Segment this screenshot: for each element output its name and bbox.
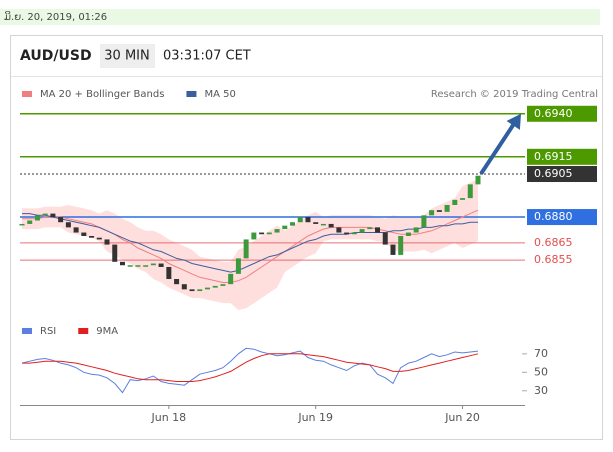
level-label-box	[527, 209, 597, 226]
candle	[228, 273, 234, 285]
candle	[73, 227, 79, 233]
timestamp: ມິ.ຍ. 20, 2019, 01:26	[4, 10, 107, 23]
candle	[81, 232, 87, 236]
candle	[297, 217, 303, 223]
candle	[359, 229, 365, 233]
candle	[475, 175, 481, 185]
candle	[150, 263, 156, 266]
level-label-box	[527, 166, 597, 183]
candle	[336, 227, 342, 233]
level-label: 0.6940	[534, 107, 573, 120]
candle	[274, 229, 280, 233]
moving-average	[22, 213, 478, 273]
candle	[58, 217, 64, 223]
candle	[398, 235, 404, 255]
x-tick-label: Jun 19	[297, 411, 333, 424]
level-label-box	[527, 105, 597, 122]
candle	[127, 265, 133, 267]
candle	[96, 237, 102, 240]
rsi-line	[22, 353, 479, 382]
candle	[158, 263, 164, 267]
time: 03:31:07 CET	[163, 49, 251, 64]
candle	[166, 266, 172, 280]
forecast-arrow	[479, 119, 518, 175]
candle	[143, 265, 149, 267]
candle	[344, 232, 350, 235]
candle	[290, 222, 296, 226]
candle	[390, 244, 396, 255]
forecast-arrow-head	[506, 113, 521, 130]
candle	[50, 213, 56, 218]
candle	[259, 232, 265, 235]
symbol: AUD/USD	[20, 48, 92, 64]
level-label: 0.6905	[534, 167, 573, 180]
candle	[452, 199, 458, 205]
level-label: 0.6915	[534, 150, 573, 163]
candle	[251, 232, 257, 240]
level-label: 0.6855	[534, 253, 573, 266]
level-label: 0.6880	[534, 210, 573, 223]
interval-box	[100, 44, 155, 68]
legend-swatch	[78, 328, 89, 334]
candle	[197, 289, 203, 292]
y-tick-label: 50	[534, 365, 548, 378]
candle	[112, 244, 118, 262]
candle	[266, 232, 272, 235]
candle	[243, 239, 249, 259]
candle	[367, 227, 373, 230]
legend-swatch	[22, 328, 32, 334]
candle	[220, 284, 226, 286]
candle	[320, 223, 326, 226]
timestamp-bar	[0, 9, 600, 25]
candle	[181, 284, 187, 290]
legend-label: MA 50	[204, 89, 235, 100]
x-tick-label: Jun 20	[444, 411, 480, 424]
rsi-line	[21, 347, 479, 394]
legend-label: 9MA	[96, 326, 118, 337]
panel	[10, 35, 603, 440]
legend-label: RSI	[40, 326, 56, 337]
candle	[65, 222, 71, 228]
candle	[119, 261, 125, 266]
candle	[235, 258, 241, 274]
candle	[174, 279, 180, 285]
candle	[104, 239, 110, 245]
level-label: 0.6865	[534, 236, 573, 249]
bollinger-band	[22, 179, 478, 310]
candle	[382, 232, 388, 245]
candle	[436, 210, 442, 212]
candle	[19, 223, 25, 226]
y-tick-label: 70	[534, 347, 548, 360]
candle	[42, 213, 48, 216]
legend-label: MA 20 + Bollinger Bands	[40, 89, 164, 100]
candle	[421, 215, 427, 228]
candle	[204, 287, 210, 290]
candle	[413, 227, 419, 233]
candle	[313, 222, 319, 224]
candle	[460, 198, 466, 200]
candle	[282, 225, 288, 230]
candle	[135, 265, 141, 267]
x-tick-label: Jun 18	[151, 411, 187, 424]
candle	[429, 210, 435, 216]
y-tick-label: 30	[534, 384, 548, 397]
candle	[212, 285, 218, 288]
candle	[375, 227, 381, 233]
candle	[34, 215, 40, 221]
candle	[351, 232, 357, 235]
legend-swatch	[186, 91, 197, 97]
interval: 30 MIN	[104, 49, 149, 64]
candle	[189, 289, 195, 292]
candle	[467, 184, 473, 199]
candle	[444, 205, 450, 212]
candle	[305, 217, 311, 223]
level-label-box	[527, 148, 597, 165]
credit: Research © 2019 Trading Central	[431, 89, 598, 100]
candle	[27, 220, 33, 224]
candle	[89, 235, 95, 238]
legend-swatch	[22, 91, 32, 97]
candle	[405, 232, 411, 236]
candle	[328, 223, 334, 228]
